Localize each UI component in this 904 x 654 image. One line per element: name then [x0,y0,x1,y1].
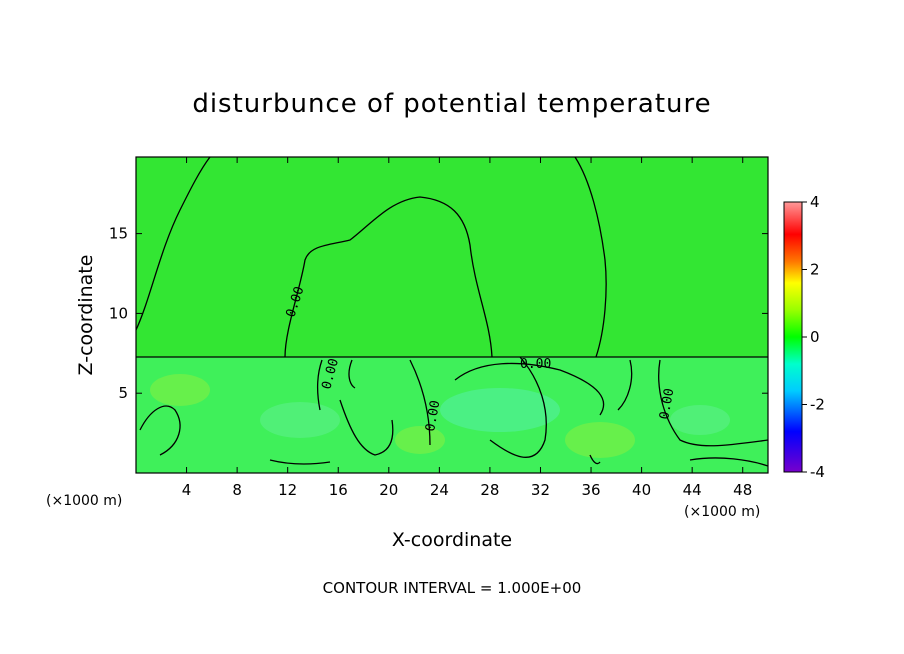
x-tick-label: 28 [480,481,499,499]
colorbar-tick-label: 2 [810,261,820,279]
x-tick-label: 20 [379,481,398,499]
colorbar-tick-label: 4 [810,193,820,211]
x-axis: 4 8 12 16 20 24 28 32 36 40 44 48 [182,157,752,499]
contours [136,157,768,467]
plot-frame [135,156,769,474]
colorbar [783,201,803,473]
x-unit-right: (×1000 m) [684,504,760,520]
colorbar-tick-label: 0 [810,328,820,346]
contour-interval-note: CONTOUR INTERVAL = 1.000E+00 [323,579,582,597]
x-tick-label: 24 [430,481,449,499]
x-tick-label: 48 [733,481,752,499]
field-patches [150,374,730,458]
colorbar-tick-label: -4 [810,463,825,481]
x-tick-label: 4 [182,481,192,499]
chart-title: disturbunce of potential temperature [192,89,711,119]
x-tick-label: 36 [581,481,600,499]
x-tick-label: 12 [278,481,297,499]
y-tick-label: 5 [118,384,128,402]
upper-field [136,157,768,357]
y-tick-label: 15 [109,225,128,243]
x-tick-label: 8 [232,481,242,499]
contour-label: 0.00 [657,387,677,420]
y-tick-label: 10 [109,304,128,322]
x-tick-label: 32 [531,481,550,499]
contour-label: 0.00 [520,357,551,372]
contour-label: 0.00 [423,399,443,432]
y-axis: 5 10 15 [109,225,768,402]
plot-area: 0.00 0.00 0.00 0.00 0.00 [136,157,768,473]
colorbar-tick-label: -2 [810,396,825,414]
colorbar-ticks: 4 2 0 -2 -4 [802,193,825,481]
x-tick-label: 44 [683,481,702,499]
x-tick-label: 40 [632,481,651,499]
x-unit-left: (×1000 m) [46,493,122,509]
x-tick-label: 16 [329,481,348,499]
y-axis-label: Z-coordinate [75,255,97,376]
x-axis-label: X-coordinate [392,529,512,551]
